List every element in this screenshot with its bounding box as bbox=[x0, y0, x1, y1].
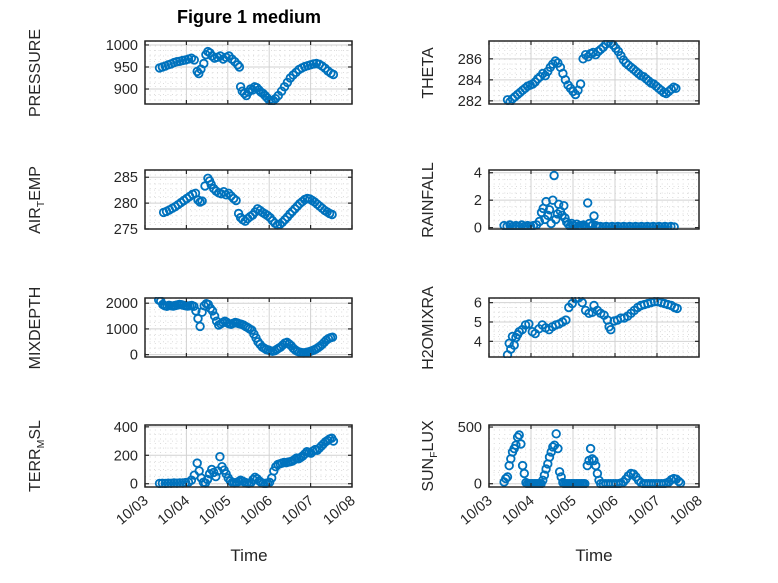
y-tick-label: 285 bbox=[114, 170, 138, 186]
subplot-sunflux: 0 500 10/03 10/04 10/05 10/06 10/07 10/08 bbox=[457, 420, 705, 528]
tick-marks bbox=[488, 298, 700, 357]
scatter-series bbox=[502, 40, 681, 105]
ylabel-sunflux: SUNFLUX bbox=[420, 420, 440, 492]
x-tick-label: 10/03 bbox=[113, 493, 151, 529]
y-tick-label: 500 bbox=[458, 420, 482, 436]
y-tick-label: 284 bbox=[458, 73, 482, 89]
tick-marks bbox=[488, 170, 700, 229]
axes-frame bbox=[488, 169, 700, 230]
scatter-series bbox=[154, 46, 339, 105]
y-tick-label: 0 bbox=[130, 348, 138, 364]
x-tick-label: 10/05 bbox=[196, 493, 234, 529]
tick-marks bbox=[488, 41, 700, 104]
subplot-theta: 282 284 286 bbox=[458, 40, 700, 110]
x-tick-label: 10/06 bbox=[583, 493, 621, 529]
y-tick-label: 1000 bbox=[106, 322, 138, 338]
y-tick-label: 286 bbox=[458, 52, 482, 68]
x-tick-label: 10/07 bbox=[279, 493, 317, 529]
y-tick-label: 280 bbox=[114, 196, 138, 212]
x-tick-label: 10/08 bbox=[667, 493, 705, 529]
axes-frame bbox=[144, 40, 353, 105]
axes-frame bbox=[144, 424, 353, 488]
scatter-series bbox=[158, 173, 337, 230]
y-tick-label: 4 bbox=[474, 166, 482, 182]
subplot-mixdepth: 0 1000 2000 bbox=[106, 296, 353, 364]
tick-marks bbox=[144, 41, 353, 104]
tick-marks bbox=[144, 425, 353, 487]
y-tick-label: 400 bbox=[114, 420, 138, 436]
figure-title: Figure 1 medium bbox=[176, 7, 322, 27]
y-tick-label: 950 bbox=[114, 60, 138, 76]
y-tick-label: 6 bbox=[474, 296, 482, 312]
scatter-series bbox=[502, 297, 682, 358]
y-tick-label: 0 bbox=[130, 477, 138, 493]
subplot-pressure: 900 950 1000 bbox=[106, 38, 353, 105]
x-tick-label: 10/05 bbox=[541, 493, 579, 529]
y-tick-label: 0 bbox=[474, 221, 482, 237]
ylabel-terrmsl: TERRMSL bbox=[27, 420, 47, 492]
y-tick-label: 282 bbox=[458, 94, 482, 110]
x-tick-label: 10/04 bbox=[155, 493, 193, 529]
minor-grid bbox=[489, 170, 699, 229]
y-tick-label: 2000 bbox=[106, 296, 138, 312]
y-tick-label: 0 bbox=[474, 477, 482, 493]
subplot-airtemp: 275 280 285 bbox=[114, 169, 353, 238]
y-tick-label: 4 bbox=[474, 334, 482, 350]
tick-marks bbox=[144, 170, 353, 230]
tick-marks bbox=[488, 425, 700, 487]
y-tick-label: 2 bbox=[474, 193, 482, 209]
x-tick-label: 10/08 bbox=[320, 493, 358, 529]
axes-frame bbox=[488, 424, 700, 488]
minor-grid bbox=[145, 425, 352, 487]
x-tick-label: 10/06 bbox=[238, 493, 276, 529]
y-tick-label: 5 bbox=[474, 315, 482, 331]
x-axis-label-right: Time bbox=[575, 546, 613, 565]
axes-frame bbox=[144, 169, 353, 230]
y-tick-label: 900 bbox=[114, 82, 138, 98]
scatter-series bbox=[499, 170, 679, 230]
y-tick-label: 1000 bbox=[106, 38, 138, 54]
scatter-series bbox=[154, 297, 338, 358]
x-tick-label: 10/03 bbox=[457, 493, 495, 529]
x-axis-label-left: Time bbox=[230, 546, 268, 565]
axes-frame bbox=[144, 297, 353, 358]
x-tick-label: 10/07 bbox=[625, 493, 663, 529]
axes-frame bbox=[488, 297, 700, 358]
y-tick-label: 275 bbox=[114, 222, 138, 238]
subplot-rainfall: 0 2 4 bbox=[474, 166, 700, 237]
y-tick-label: 200 bbox=[114, 448, 138, 464]
minor-grid bbox=[145, 170, 352, 229]
subplot-h2omixra: 4 5 6 bbox=[474, 296, 700, 358]
axes-frame bbox=[488, 40, 700, 105]
subplot-terrmsl: 0 200 400 10/03 10/04 10/05 10/06 10/07 10/08 bbox=[113, 420, 358, 529]
x-tick-label: 10/04 bbox=[499, 493, 537, 529]
scatter-series bbox=[154, 433, 339, 488]
tick-marks bbox=[144, 298, 353, 357]
